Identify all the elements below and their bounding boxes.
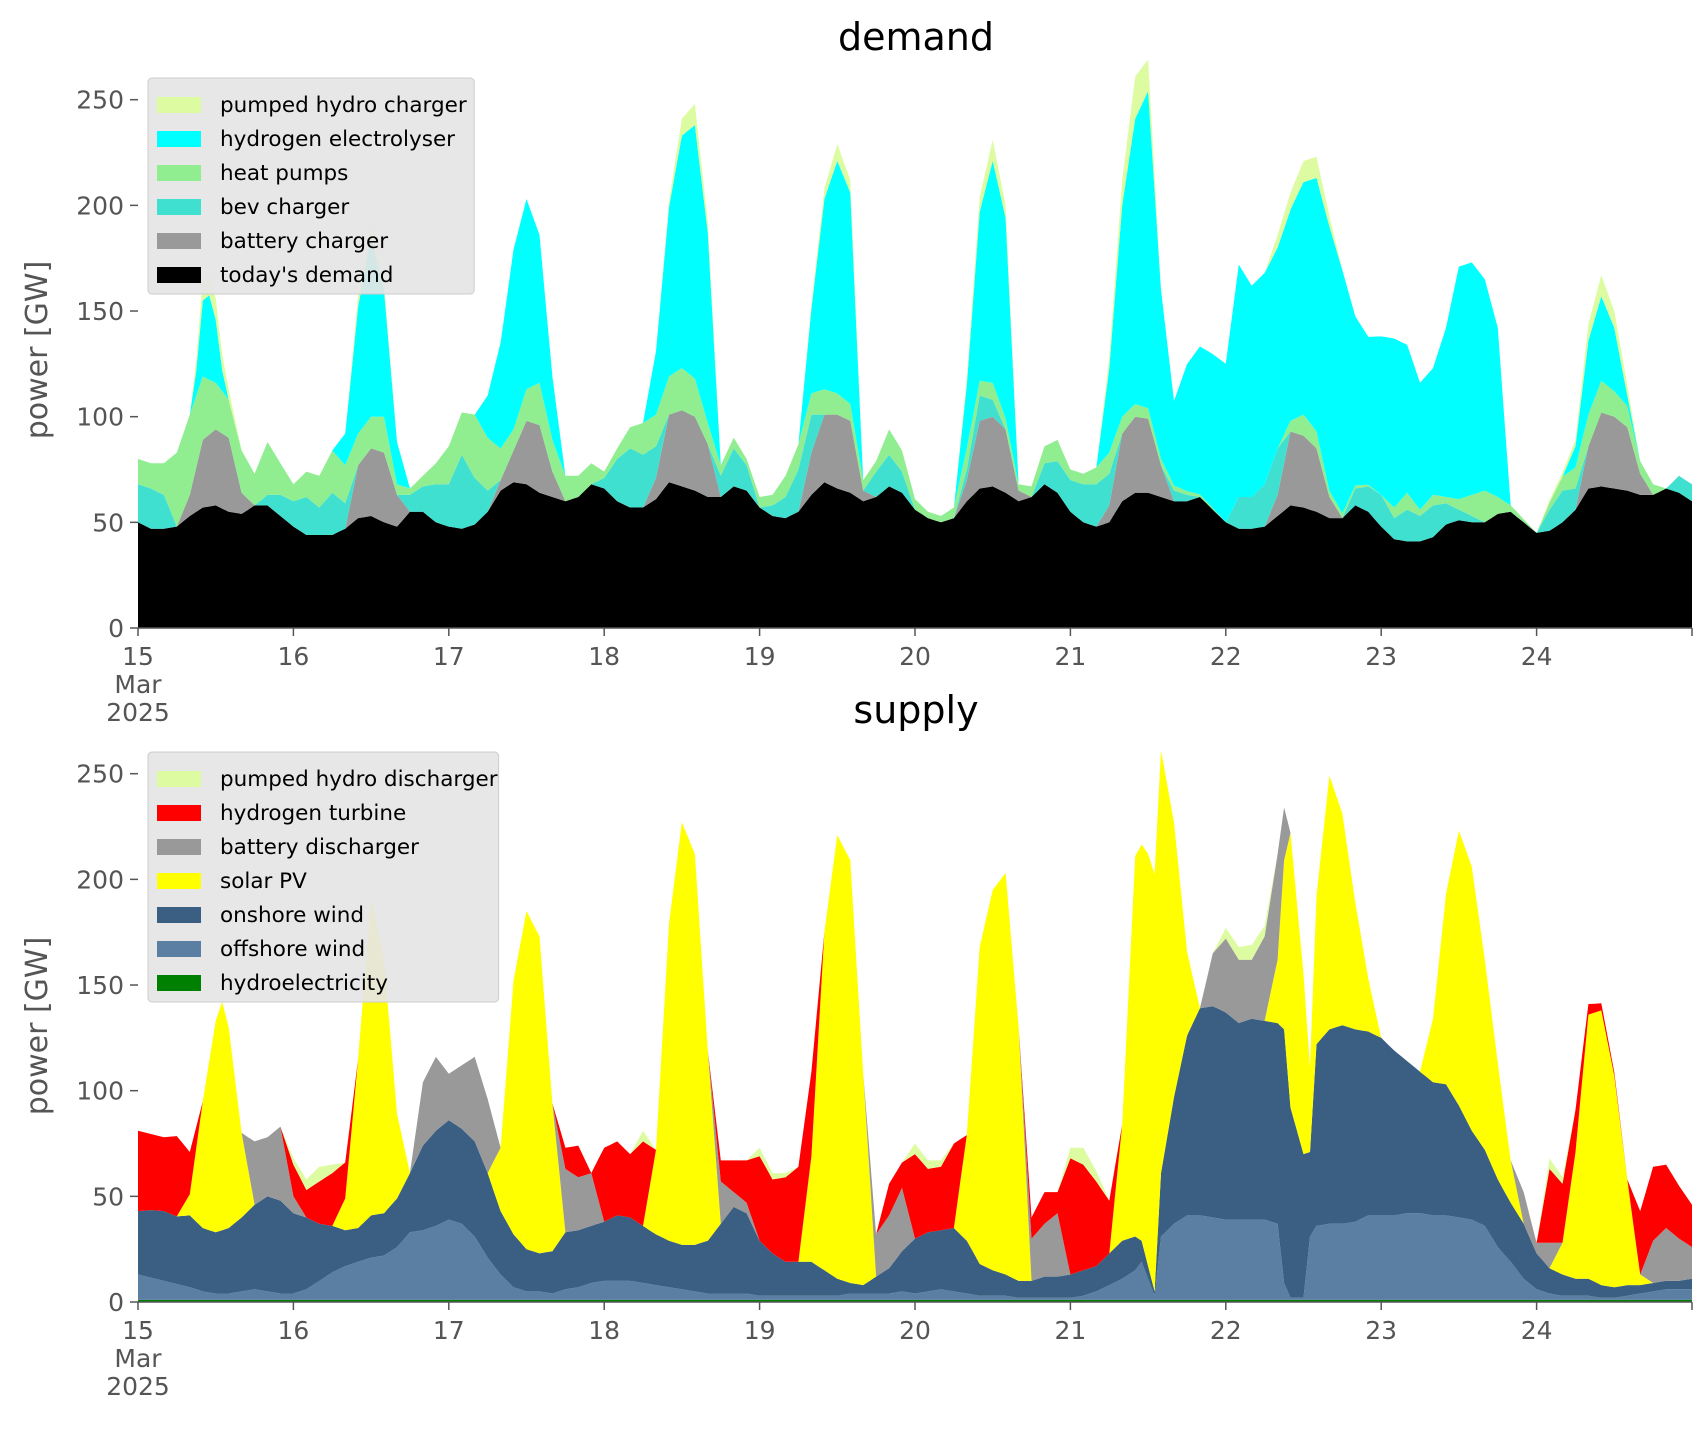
x-tick-label: 17 bbox=[433, 642, 465, 671]
y-tick-label: 0 bbox=[108, 614, 124, 643]
legend-label-hydrogen-turbine: hydrogen turbine bbox=[220, 801, 406, 826]
legend-swatch-hydroelectricity bbox=[157, 975, 201, 991]
area-series-today-s-demand bbox=[138, 482, 1692, 628]
legend-label-battery-discharger: battery discharger bbox=[220, 835, 419, 860]
legend-swatch-battery-charger bbox=[157, 233, 201, 249]
x-tick-label: 17 bbox=[433, 1316, 465, 1345]
legend-label-solar-pv: solar PV bbox=[220, 869, 307, 894]
demand-y-axis-label: power [GW] bbox=[20, 261, 55, 440]
x-tick-label: 24 bbox=[1521, 1316, 1553, 1345]
x-tick-label: 21 bbox=[1054, 642, 1086, 671]
area-series-hydrogen-turbine bbox=[138, 750, 1692, 1275]
legend-swatch-pumped-hydro-discharger bbox=[157, 771, 201, 787]
x-tick-label: 19 bbox=[744, 642, 776, 671]
x-tick-label: 23 bbox=[1365, 1316, 1397, 1345]
legend-swatch-pumped-hydro-charger bbox=[157, 97, 201, 113]
x-tick-label: 18 bbox=[588, 642, 620, 671]
legend-label-onshore-wind: onshore wind bbox=[220, 903, 364, 928]
x-tick-label: 20 bbox=[899, 1316, 931, 1345]
x-tick-label: 15 bbox=[122, 1316, 154, 1345]
y-tick-label: 100 bbox=[76, 403, 124, 432]
legend-label-bev-charger: bev charger bbox=[220, 195, 349, 220]
supply-legend: pumped hydro discharger hydrogen turbine b… bbox=[147, 751, 500, 1003]
x-tick-label: 24 bbox=[1521, 642, 1553, 671]
area-series-onshore-wind bbox=[138, 1006, 1692, 1298]
x-tick-label: 19 bbox=[744, 1316, 776, 1345]
supply-areas bbox=[138, 750, 1692, 1302]
y-tick-label: 50 bbox=[92, 1182, 124, 1211]
demand-areas bbox=[138, 59, 1692, 628]
y-tick-label: 250 bbox=[76, 86, 124, 115]
area-series-pumped-hydro-charger bbox=[138, 59, 1692, 533]
x-tick-label: 22 bbox=[1210, 642, 1242, 671]
area-series-solar-pv bbox=[138, 750, 1692, 1292]
area-series-battery-charger bbox=[138, 410, 1692, 542]
x-tick-label: 16 bbox=[277, 1316, 309, 1345]
legend-swatch-bev-charger bbox=[157, 199, 201, 215]
y-tick-label: 200 bbox=[76, 865, 124, 894]
area-series-hydrogen-electrolyser bbox=[138, 91, 1692, 533]
legend-label-pumped-hydro-charger: pumped hydro charger bbox=[220, 93, 467, 118]
legend-label-hydroelectricity: hydroelectricity bbox=[220, 971, 388, 996]
demand-panel: demand power [GW] 05010015020025015Mar20… bbox=[20, 15, 1693, 727]
y-tick-label: 200 bbox=[76, 191, 124, 220]
x-tick-label: 16 bbox=[277, 642, 309, 671]
demand-legend: pumped hydro charger hydrogen electrolyse… bbox=[147, 77, 475, 295]
x-tick-label: Mar bbox=[114, 1344, 162, 1373]
legend-label-today-s-demand: today's demand bbox=[220, 263, 393, 288]
supply-panel: supply power [GW] 05010015020025015Mar20… bbox=[20, 688, 1693, 1401]
legend-label-offshore-wind: offshore wind bbox=[220, 937, 365, 962]
legend-label-heat-pumps: heat pumps bbox=[220, 161, 348, 186]
x-tick-label: Mar bbox=[114, 670, 162, 699]
x-tick-label: 22 bbox=[1210, 1316, 1242, 1345]
y-tick-label: 150 bbox=[76, 297, 124, 326]
x-tick-label: 21 bbox=[1054, 1316, 1086, 1345]
legend-swatch-onshore-wind bbox=[157, 907, 201, 923]
legend-swatch-battery-discharger bbox=[157, 839, 201, 855]
y-tick-label: 0 bbox=[108, 1288, 124, 1317]
legend-swatch-offshore-wind bbox=[157, 941, 201, 957]
area-series-offshore-wind bbox=[138, 1213, 1692, 1300]
y-tick-label: 50 bbox=[92, 508, 124, 537]
legend-box bbox=[147, 751, 500, 1003]
legend-swatch-heat-pumps bbox=[157, 165, 201, 181]
y-tick-label: 100 bbox=[76, 1077, 124, 1106]
x-tick-label: 18 bbox=[588, 1316, 620, 1345]
legend-swatch-solar-pv bbox=[157, 873, 201, 889]
supply-y-axis-label: power [GW] bbox=[20, 937, 55, 1116]
x-tick-label: 23 bbox=[1365, 642, 1397, 671]
legend-swatch-hydrogen-turbine bbox=[157, 805, 201, 821]
legend-label-pumped-hydro-discharger: pumped hydro discharger bbox=[220, 767, 498, 792]
area-series-heat-pumps bbox=[138, 368, 1692, 533]
y-tick-label: 150 bbox=[76, 971, 124, 1000]
x-tick-label: 15 bbox=[122, 642, 154, 671]
legend-label-hydrogen-electrolyser: hydrogen electrolyser bbox=[220, 127, 455, 152]
demand-title: demand bbox=[838, 15, 994, 59]
supply-title: supply bbox=[853, 688, 978, 732]
x-tick-label: 2025 bbox=[106, 698, 170, 727]
x-tick-label: 20 bbox=[899, 642, 931, 671]
legend-swatch-today-s-demand bbox=[157, 267, 201, 283]
legend-label-battery-charger: battery charger bbox=[220, 229, 388, 254]
y-tick-label: 250 bbox=[76, 760, 124, 789]
area-series-pumped-hydro-discharger bbox=[138, 750, 1692, 1243]
legend-box bbox=[147, 77, 475, 295]
legend-swatch-hydrogen-electrolyser bbox=[157, 131, 201, 147]
x-tick-label: 2025 bbox=[106, 1372, 170, 1401]
